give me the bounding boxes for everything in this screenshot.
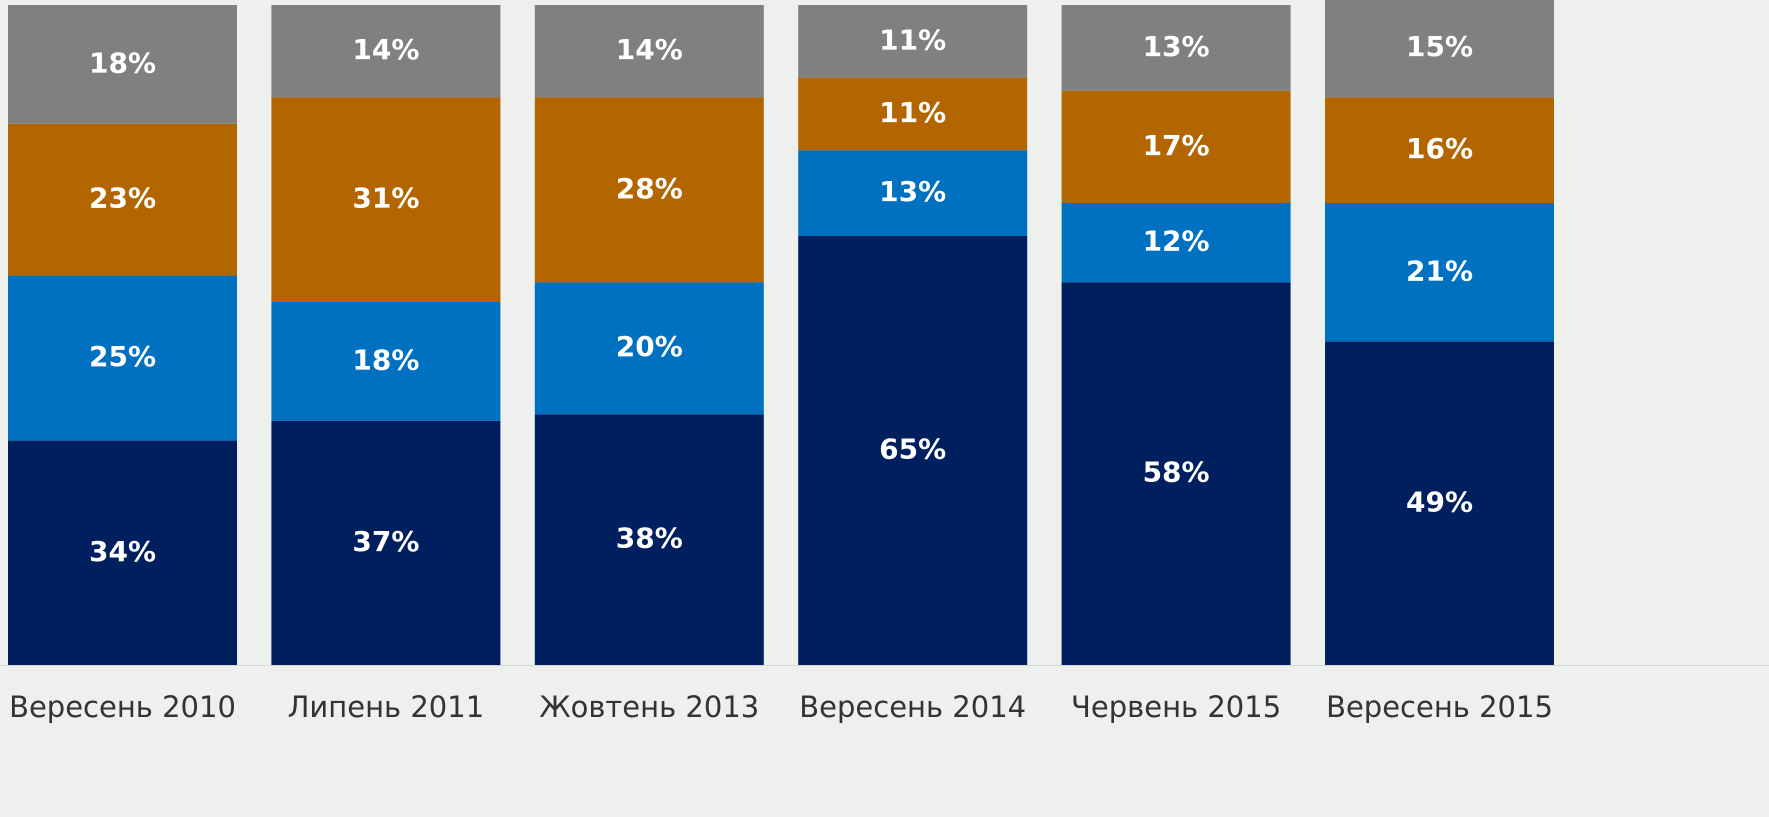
x-tick-label: Червень 2015 xyxy=(1071,690,1281,724)
data-label: 13% xyxy=(1143,30,1210,63)
data-label: 58% xyxy=(1143,456,1210,489)
data-label: 18% xyxy=(89,46,156,79)
bar-segment xyxy=(534,414,764,665)
bar-segment xyxy=(8,5,237,124)
bar-segment xyxy=(8,440,237,665)
data-label: 31% xyxy=(352,182,419,215)
data-label: 23% xyxy=(89,182,156,215)
data-label: 11% xyxy=(879,96,946,129)
bar-segment xyxy=(798,5,1028,78)
bar-segment xyxy=(1325,0,1554,98)
data-label: 21% xyxy=(1406,254,1473,287)
data-label: 14% xyxy=(616,33,683,66)
data-label: 18% xyxy=(352,343,419,376)
x-tick-label: Жовтень 2013 xyxy=(539,690,759,724)
data-label: 12% xyxy=(1143,225,1210,258)
x-tick-label: Липень 2011 xyxy=(288,690,485,724)
data-label: 25% xyxy=(89,340,156,373)
bar-segment xyxy=(534,5,764,98)
bar-segment xyxy=(1061,5,1291,91)
bar-segment xyxy=(1061,90,1291,203)
data-label: 28% xyxy=(616,172,683,205)
bar-segment xyxy=(1061,203,1291,283)
bar-segment xyxy=(271,5,501,98)
bar-segment xyxy=(798,236,1028,665)
x-tick-label: Вересень 2010 xyxy=(9,690,236,724)
data-label: 38% xyxy=(616,522,683,555)
bar-segment xyxy=(534,97,764,283)
data-label: 17% xyxy=(1143,129,1210,162)
bar-segment xyxy=(534,282,764,415)
bar-segment xyxy=(8,123,237,276)
bar-segment xyxy=(271,420,501,665)
x-tick-label: Вересень 2014 xyxy=(799,690,1026,724)
bar-segment xyxy=(1325,341,1554,665)
data-label: 20% xyxy=(616,330,683,363)
bar-segment xyxy=(1325,203,1554,342)
data-label: 16% xyxy=(1406,132,1473,165)
data-label: 34% xyxy=(89,535,156,568)
data-label: 65% xyxy=(879,433,946,466)
data-label: 15% xyxy=(1406,30,1473,63)
bar-segment xyxy=(271,302,501,421)
bar-segment xyxy=(1325,97,1554,203)
data-label: 11% xyxy=(879,23,946,56)
data-label: 37% xyxy=(352,525,419,558)
bar-segment xyxy=(1061,282,1291,665)
data-label: 49% xyxy=(1406,485,1473,518)
bar-segment xyxy=(798,77,1028,151)
data-label: 13% xyxy=(879,175,946,208)
bar-segment xyxy=(271,97,501,303)
x-tick-label: Вересень 2015 xyxy=(1326,690,1553,724)
bar-segment xyxy=(798,150,1028,236)
data-label: 14% xyxy=(352,33,419,66)
bar-segment xyxy=(8,275,237,441)
